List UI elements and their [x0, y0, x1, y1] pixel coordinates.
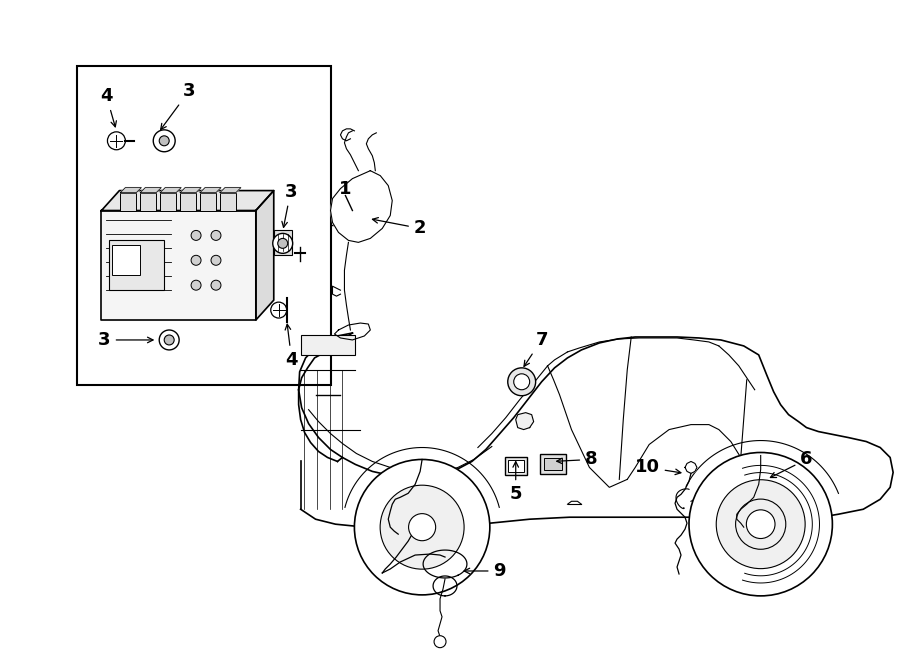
Text: 1: 1 — [339, 180, 352, 198]
Circle shape — [164, 335, 175, 345]
Circle shape — [211, 255, 221, 265]
Bar — [508, 461, 524, 473]
Bar — [301, 335, 356, 355]
Circle shape — [716, 480, 806, 568]
Polygon shape — [121, 188, 141, 192]
Circle shape — [211, 280, 221, 290]
Polygon shape — [200, 188, 221, 192]
Circle shape — [508, 368, 536, 396]
Circle shape — [211, 231, 221, 241]
Bar — [110, 241, 164, 290]
Polygon shape — [685, 461, 697, 473]
Polygon shape — [102, 210, 256, 320]
Text: 2: 2 — [373, 217, 427, 237]
Circle shape — [107, 132, 125, 150]
Text: 10: 10 — [634, 459, 681, 477]
Bar — [544, 459, 562, 471]
Text: 4: 4 — [100, 87, 116, 127]
Circle shape — [355, 459, 490, 595]
Circle shape — [159, 136, 169, 146]
Text: 5: 5 — [509, 461, 522, 503]
Text: 3: 3 — [161, 82, 195, 130]
Polygon shape — [180, 188, 201, 192]
Polygon shape — [220, 188, 241, 192]
Circle shape — [153, 130, 176, 152]
Bar — [505, 457, 526, 475]
Circle shape — [191, 255, 201, 265]
Text: 8: 8 — [557, 450, 598, 469]
Text: 9: 9 — [464, 562, 506, 580]
Circle shape — [746, 510, 775, 539]
Circle shape — [191, 280, 201, 290]
Circle shape — [191, 231, 201, 241]
Bar — [220, 192, 236, 210]
Polygon shape — [330, 171, 392, 243]
Circle shape — [689, 453, 832, 596]
Bar — [274, 231, 292, 255]
Circle shape — [380, 485, 464, 569]
Bar — [140, 192, 157, 210]
Circle shape — [159, 330, 179, 350]
Polygon shape — [102, 190, 274, 210]
Text: 4: 4 — [285, 324, 298, 369]
Polygon shape — [256, 190, 274, 320]
Bar — [160, 192, 176, 210]
Polygon shape — [516, 412, 534, 430]
Bar — [112, 245, 140, 275]
Bar — [200, 192, 216, 210]
Polygon shape — [160, 188, 181, 192]
Bar — [540, 455, 565, 475]
Text: 3: 3 — [98, 331, 153, 349]
Circle shape — [271, 302, 287, 318]
Text: 6: 6 — [770, 450, 813, 477]
Bar — [180, 192, 196, 210]
Circle shape — [409, 514, 436, 541]
Circle shape — [434, 636, 446, 648]
Circle shape — [278, 239, 288, 249]
Polygon shape — [140, 188, 161, 192]
Circle shape — [273, 233, 292, 253]
Bar — [76, 66, 330, 385]
Bar — [121, 192, 136, 210]
Text: 7: 7 — [524, 331, 548, 366]
Text: 3: 3 — [282, 182, 297, 227]
Circle shape — [514, 374, 530, 390]
